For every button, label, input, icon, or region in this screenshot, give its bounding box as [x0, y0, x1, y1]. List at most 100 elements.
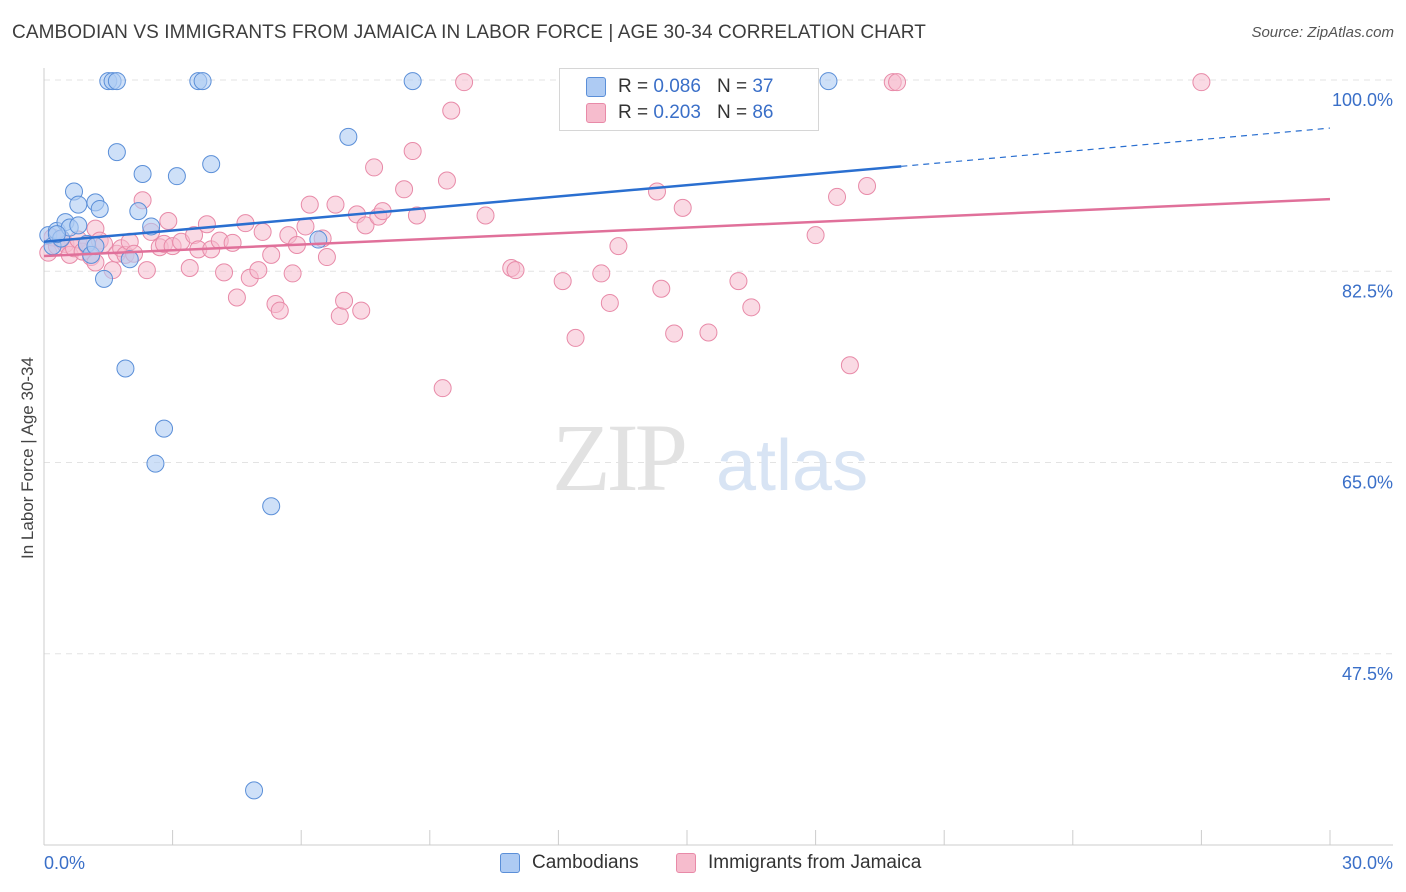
cambodian-point	[146, 454, 165, 473]
jamaica-point	[600, 293, 619, 312]
legend-swatch-blue	[500, 853, 520, 873]
cambodian-point	[193, 72, 212, 91]
jamaica-point	[566, 328, 585, 347]
legend-item-cambodians[interactable]: Cambodians	[500, 852, 639, 874]
cambodian-point	[47, 225, 66, 244]
jamaica-point	[403, 142, 422, 161]
jamaica-point	[476, 206, 495, 225]
cambodian-trend-line	[43, 165, 902, 243]
jamaica-point	[729, 272, 748, 291]
cambodian-point	[309, 230, 328, 249]
cambodian-point	[155, 419, 174, 438]
jamaica-point	[197, 215, 216, 234]
jamaica-point	[665, 324, 684, 343]
cambodian-trend-extension	[901, 127, 1331, 167]
cambodian-point	[90, 199, 109, 218]
legend-n-label: N =	[716, 76, 748, 97]
series-legend: Cambodians Immigrants from Jamaica	[0, 852, 1406, 878]
jamaica-point	[180, 258, 199, 277]
cambodian-point	[202, 155, 221, 174]
jamaica-point	[215, 263, 234, 282]
cambodian-point	[95, 269, 114, 288]
jamaica-point	[352, 301, 371, 320]
jamaica-point	[673, 198, 692, 217]
axes	[43, 68, 1393, 846]
source-label: Source: ZipAtlas.com	[1251, 24, 1394, 41]
jamaica-point	[455, 73, 474, 92]
jamaica-point	[592, 264, 611, 283]
legend-n-value: 37	[752, 76, 774, 97]
x-tick-label: 30.0%	[1342, 853, 1393, 873]
watermark-atlas: atlas	[716, 426, 868, 506]
y-tick-label: 47.5%	[1342, 664, 1393, 684]
jamaica-point	[433, 379, 452, 398]
cambodian-point	[120, 250, 139, 269]
watermark-zip: ZIP	[552, 404, 685, 511]
legend-swatch-pink	[676, 853, 696, 873]
legend-r-value: 0.203	[653, 102, 701, 123]
legend-item-jamaica[interactable]: Immigrants from Jamaica	[676, 852, 921, 874]
y-tick-label: 65.0%	[1342, 473, 1393, 493]
legend-r-value: 0.086	[653, 76, 701, 97]
trend-lines	[43, 127, 1331, 258]
jamaica-point	[300, 195, 319, 214]
jamaica-point	[1192, 73, 1211, 92]
cambodian-point	[262, 497, 281, 516]
jamaica-point	[407, 206, 426, 225]
cambodian-point	[167, 167, 186, 186]
jamaica-point	[262, 245, 281, 264]
x-tick-label: 0.0%	[44, 853, 85, 873]
jamaica-point	[553, 272, 572, 291]
jamaica-point	[356, 216, 375, 235]
jamaica-point	[442, 101, 461, 120]
jamaica-point	[283, 264, 302, 283]
chart-title: CAMBODIAN VS IMMIGRANTS FROM JAMAICA IN …	[12, 22, 926, 43]
jamaica-point	[742, 298, 761, 317]
cambodian-points	[39, 72, 838, 800]
jamaica-point	[249, 261, 268, 280]
jamaica-point	[699, 323, 718, 342]
jamaica-point	[330, 307, 349, 326]
jamaica-point	[437, 171, 456, 190]
jamaica-point	[317, 248, 336, 267]
jamaica-point	[647, 182, 666, 201]
jamaica-point	[159, 211, 178, 230]
cambodian-point	[116, 359, 135, 378]
jamaica-point	[652, 279, 671, 298]
jamaica-point	[365, 158, 384, 177]
cambodian-point	[819, 72, 838, 91]
jamaica-point	[227, 288, 246, 307]
cambodian-point	[403, 72, 422, 91]
y-tick-label: 100.0%	[1332, 90, 1393, 110]
cambodian-point	[86, 237, 105, 256]
legend-label-jamaica: Immigrants from Jamaica	[708, 852, 922, 873]
legend-r-label: R =	[618, 76, 649, 97]
legend-r-label: R =	[618, 102, 649, 123]
jamaica-point	[888, 73, 907, 92]
jamaica-point	[806, 226, 825, 245]
jamaica-point	[395, 180, 414, 199]
jamaica-point	[253, 222, 272, 241]
jamaica-point	[326, 195, 345, 214]
jamaica-trend-line	[43, 197, 1331, 258]
legend-swatch-blue	[586, 77, 606, 97]
cambodian-point	[339, 127, 358, 146]
jamaica-point	[858, 177, 877, 196]
jamaica-point	[270, 301, 289, 320]
cambodian-point	[133, 164, 152, 183]
cambodian-point	[129, 202, 148, 221]
legend-n-label: N =	[716, 102, 748, 123]
cambodian-point	[69, 195, 88, 214]
jamaica-point	[335, 291, 354, 310]
jamaica-point	[840, 356, 859, 375]
legend-label-cambodians: Cambodians	[532, 852, 639, 873]
cambodian-point	[69, 216, 88, 235]
legend-swatch-pink	[586, 103, 606, 123]
grid-lines	[44, 79, 1393, 655]
cambodian-point	[107, 72, 126, 91]
jamaica-point	[828, 187, 847, 206]
legend-row-cambodians: R = 0.086 N = 37	[586, 75, 773, 99]
cambodian-point	[107, 143, 126, 162]
tick-labels: 47.5% 65.0% 82.5% 100.0% 0.0% 30.0%	[44, 90, 1393, 873]
